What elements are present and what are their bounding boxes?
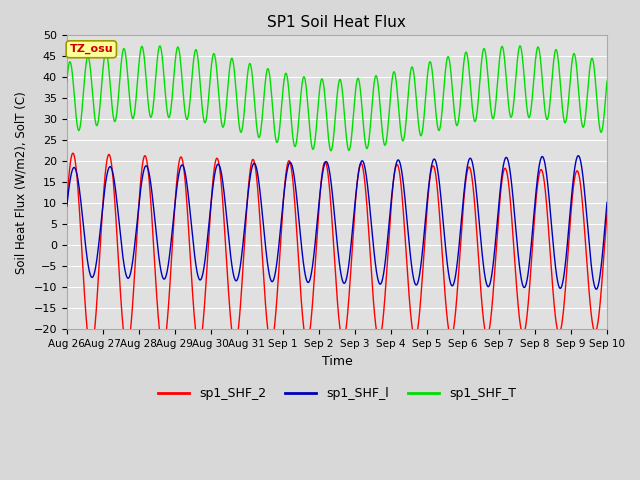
Y-axis label: Soil Heat Flux (W/m2), SolT (C): Soil Heat Flux (W/m2), SolT (C) (15, 91, 28, 274)
X-axis label: Time: Time (321, 355, 352, 368)
Text: TZ_osu: TZ_osu (70, 44, 113, 54)
Legend: sp1_SHF_2, sp1_SHF_l, sp1_SHF_T: sp1_SHF_2, sp1_SHF_l, sp1_SHF_T (153, 383, 521, 406)
Title: SP1 Soil Heat Flux: SP1 Soil Heat Flux (268, 15, 406, 30)
